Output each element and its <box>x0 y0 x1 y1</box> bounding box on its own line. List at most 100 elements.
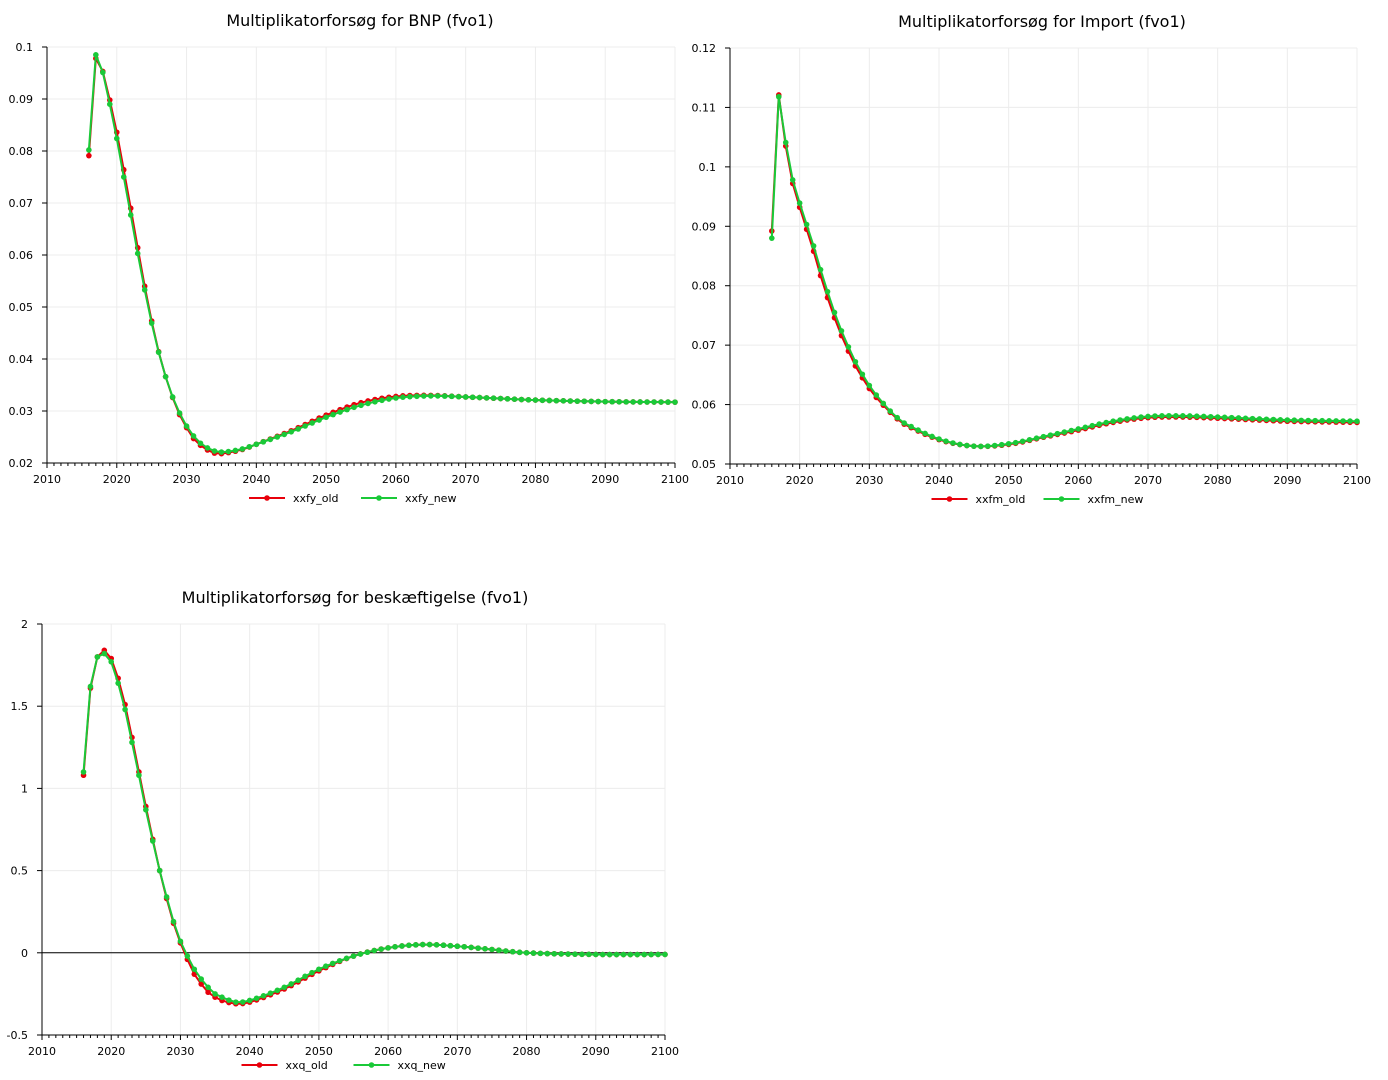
data-point <box>177 938 184 945</box>
y-tick-label: 0.08 <box>692 280 717 293</box>
data-point <box>490 395 497 402</box>
data-point <box>509 948 516 955</box>
x-tick-label: 2040 <box>925 474 953 487</box>
data-point <box>518 396 525 403</box>
y-tick-label: 0.12 <box>692 42 717 55</box>
data-point <box>329 960 336 967</box>
data-point <box>1061 429 1068 435</box>
data-point <box>558 951 564 957</box>
data-point <box>400 394 406 401</box>
x-tick-label: 2010 <box>33 473 61 486</box>
series-xxq_new <box>80 650 668 1005</box>
data-point <box>1145 413 1151 420</box>
legend-label: xxq_old <box>286 1059 328 1072</box>
legend-label: xxfy_old <box>293 492 338 505</box>
y-tick-label: 0.05 <box>692 458 717 471</box>
data-point <box>644 399 650 405</box>
data-point <box>476 394 483 401</box>
y-tick-label: 1.5 <box>11 700 29 713</box>
data-point <box>475 945 481 951</box>
data-point <box>393 395 399 401</box>
data-point <box>468 944 474 951</box>
data-point <box>887 408 894 414</box>
data-point <box>803 221 810 228</box>
y-tick-label: 0.02 <box>9 457 34 470</box>
data-point <box>1096 421 1103 427</box>
data-point <box>141 287 148 293</box>
data-point <box>627 951 634 958</box>
data-point <box>239 999 246 1005</box>
data-point <box>330 411 336 418</box>
data-point <box>108 659 115 665</box>
series-line <box>87 54 676 455</box>
data-point <box>267 436 274 443</box>
gridlines <box>47 46 676 463</box>
data-point <box>288 429 295 435</box>
data-point <box>406 942 412 949</box>
data-point <box>1117 417 1123 423</box>
data-point <box>101 650 108 657</box>
data-point <box>143 806 149 813</box>
data-point <box>852 358 859 365</box>
data-point <box>136 772 142 779</box>
data-point <box>434 393 441 399</box>
data-point <box>1033 435 1040 442</box>
data-point <box>86 147 92 153</box>
data-point <box>1228 414 1235 421</box>
data-point <box>441 393 448 399</box>
data-point <box>789 177 796 183</box>
data-point <box>574 398 581 404</box>
data-point <box>1180 413 1186 419</box>
data-point <box>1207 413 1214 420</box>
data-point <box>122 706 128 713</box>
data-point <box>1173 413 1179 419</box>
y-tick-label: 0.09 <box>692 220 717 233</box>
data-point <box>998 441 1005 448</box>
data-point <box>483 395 490 401</box>
y-tick-label: 0.5 <box>11 865 29 878</box>
series-line <box>770 96 1358 448</box>
data-point <box>489 946 495 953</box>
x-tick-label: 2070 <box>1134 474 1162 487</box>
data-point <box>532 397 539 403</box>
data-point <box>426 941 433 948</box>
data-point <box>516 949 523 956</box>
series-line <box>770 94 1358 448</box>
data-point <box>1263 416 1270 423</box>
data-point <box>454 943 461 950</box>
data-point <box>655 951 661 958</box>
data-point <box>1200 413 1207 420</box>
data-point <box>537 950 544 957</box>
data-point <box>1312 417 1318 424</box>
data-point <box>824 288 831 295</box>
data-point <box>343 955 350 962</box>
data-point <box>922 430 928 437</box>
data-point <box>1082 424 1089 431</box>
data-point <box>775 93 782 100</box>
data-point <box>567 398 574 404</box>
data-point <box>530 950 537 956</box>
data-point <box>190 433 197 439</box>
data-point <box>205 989 211 996</box>
data-point <box>218 449 225 455</box>
series-xxfy_new <box>86 52 678 455</box>
data-point <box>1138 414 1144 420</box>
data-point <box>1075 426 1082 432</box>
x-tick-label: 2080 <box>513 1045 541 1058</box>
x-tick-label: 2030 <box>166 1045 194 1058</box>
data-point <box>586 951 592 958</box>
data-point <box>183 423 190 429</box>
data-point <box>433 942 440 948</box>
data-point <box>1068 427 1075 434</box>
data-point <box>336 957 343 964</box>
data-point <box>225 448 232 455</box>
data-point <box>212 991 218 997</box>
data-point <box>107 101 113 107</box>
data-point <box>651 399 657 405</box>
x-tick-label: 2100 <box>661 473 689 486</box>
data-point <box>358 402 364 409</box>
data-point <box>281 984 288 991</box>
data-point <box>427 393 434 399</box>
data-point <box>93 52 99 58</box>
data-point <box>620 951 627 958</box>
